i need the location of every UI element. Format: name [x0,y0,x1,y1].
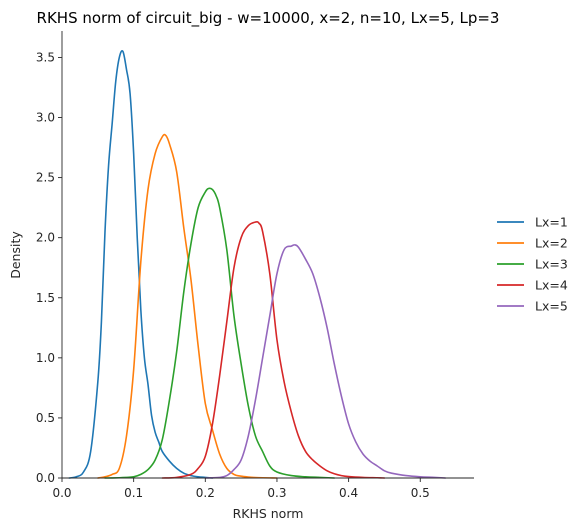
plot-area [69,51,445,478]
x-tick-label: 0.0 [52,486,71,500]
y-tick-label: 2.5 [36,171,55,185]
legend-label-lx-1: Lx=1 [535,215,568,230]
y-tick-label: 0.0 [36,471,55,485]
x-tick-label: 0.5 [411,486,430,500]
y-axis-label: Density [8,231,23,279]
legend-label-lx-4: Lx=4 [535,278,568,293]
y-tick-label: 3.5 [36,50,55,64]
axes [62,31,474,478]
x-tick-label: 0.4 [339,486,358,500]
y-tick-label: 1.0 [36,351,55,365]
x-axis-label: RKHS norm [233,506,304,521]
y-tick-label: 1.5 [36,291,55,305]
x-ticks: 0.0 0.1 0.2 0.3 0.4 0.5 [52,478,429,500]
legend-label-lx-2: Lx=2 [535,236,568,251]
y-ticks: 0.0 0.5 1.0 1.5 2.0 2.5 3.0 3.5 [36,50,62,485]
legend-label-lx-3: Lx=3 [535,257,568,272]
legend-label-lx-5: Lx=5 [535,299,568,314]
legend: Lx=1 Lx=2 Lx=3 Lx=4 Lx=5 [497,215,568,314]
y-tick-label: 3.0 [36,111,55,125]
y-tick-label: 2.0 [36,231,55,245]
x-tick-label: 0.1 [124,486,143,500]
x-tick-label: 0.3 [267,486,286,500]
series-line-lx-4 [162,222,384,478]
chart-title: RKHS norm of circuit_big - w=10000, x=2,… [37,9,500,28]
series-line-lx-3 [105,188,334,478]
x-tick-label: 0.2 [196,486,215,500]
y-tick-label: 0.5 [36,411,55,425]
